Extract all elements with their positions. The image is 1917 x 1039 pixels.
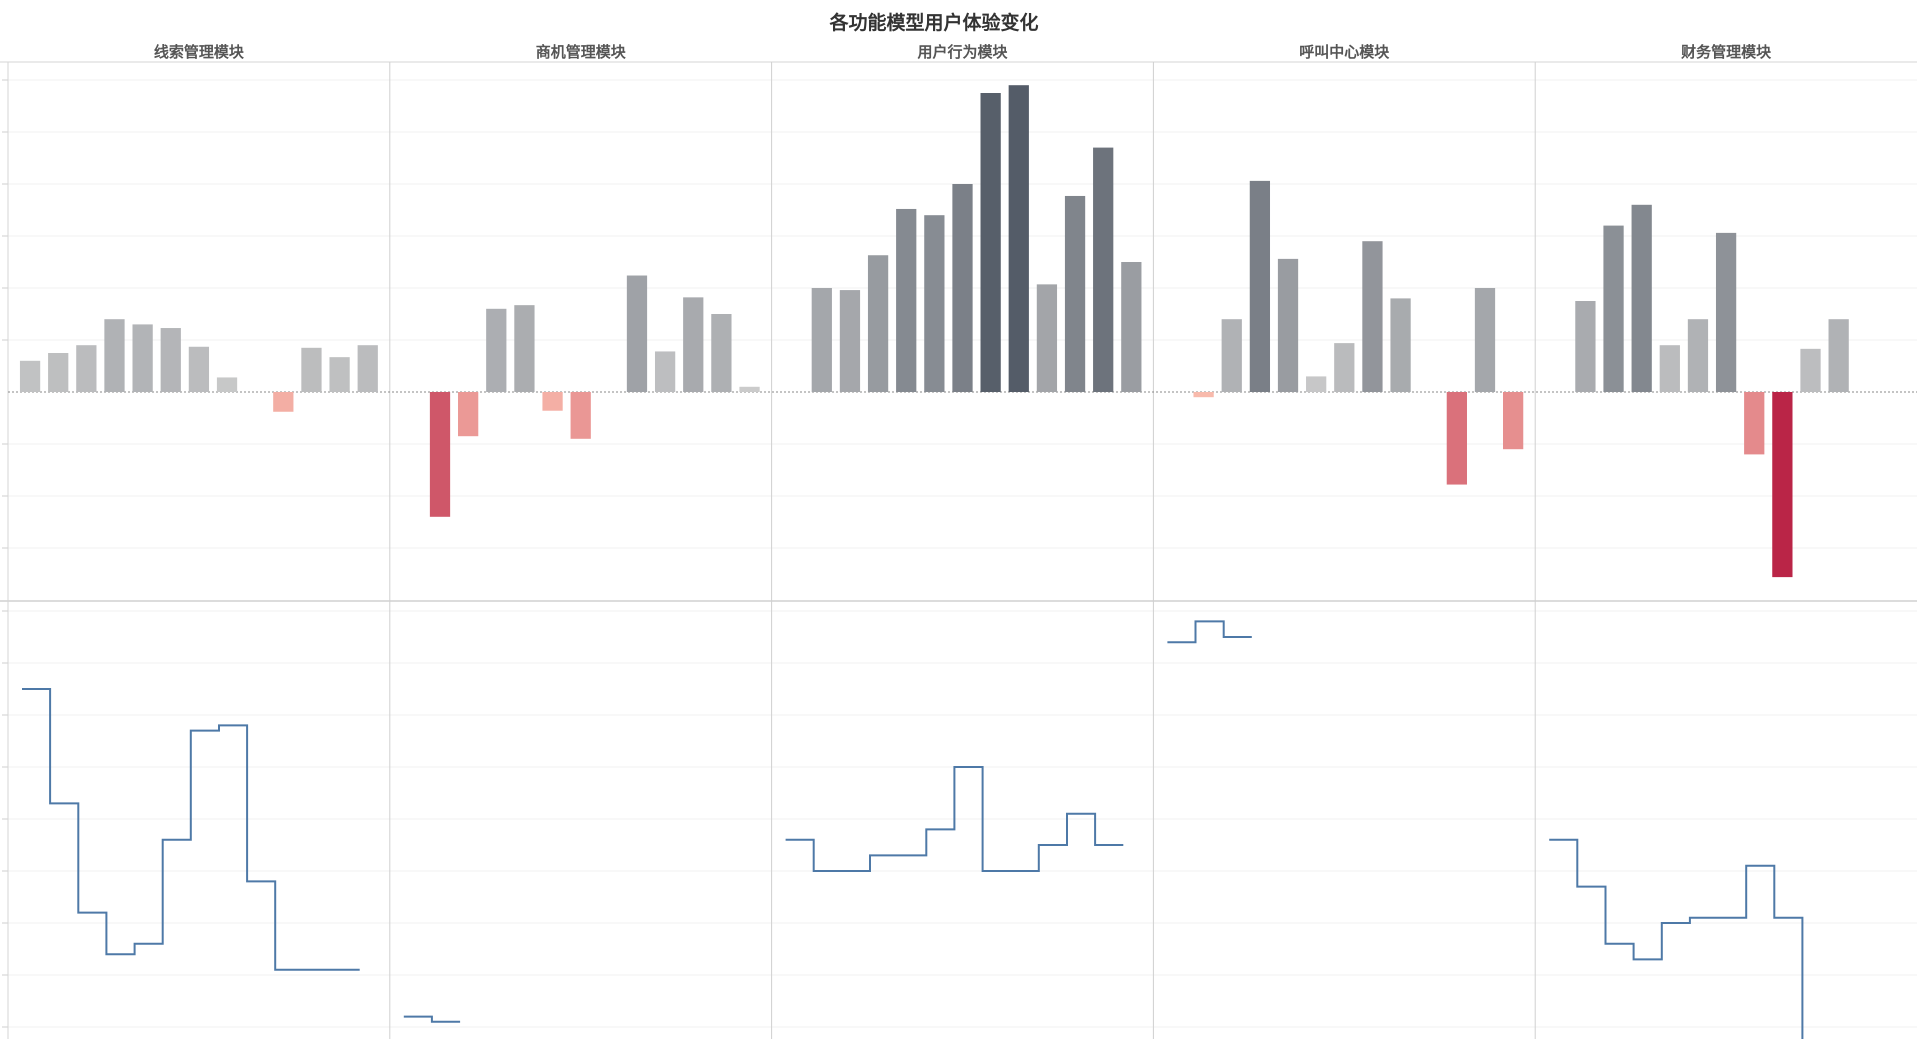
bar [1093,147,1114,392]
panel-2: 商机管理模块 [403,43,760,1023]
bar [952,184,973,392]
bar [1193,392,1214,398]
panel-1: 线索管理模块 [19,43,378,971]
bar [1277,258,1299,392]
bar [486,308,507,392]
bar [1828,319,1849,392]
bar [1306,376,1327,392]
bar [626,275,648,392]
bar [160,328,181,392]
bar [301,347,322,392]
bar [1687,319,1709,392]
bar [1249,180,1271,392]
bar [188,346,210,392]
step-line [785,766,1124,872]
bar [980,93,1001,392]
bar [329,357,350,392]
bar [458,392,479,437]
step-line [1167,620,1252,644]
bar [216,377,238,392]
bar [1221,319,1242,392]
bar [1008,85,1029,392]
bar [76,345,97,392]
bar [867,255,889,392]
bar [104,319,125,392]
bar [1631,204,1652,392]
bar [48,353,69,392]
bar [1121,262,1142,392]
panel-header: 呼叫中心模块 [1299,43,1390,61]
bar [514,305,535,392]
panel-3: 用户行为模块 [785,43,1142,872]
bar [711,314,732,392]
bar [839,290,861,392]
bar [1503,392,1524,450]
bar [1659,345,1680,392]
bar [896,208,917,392]
bar [273,392,294,412]
bar [683,297,704,392]
bar [739,386,760,392]
bar [811,288,832,392]
bar [570,392,591,439]
bar [1334,343,1355,392]
panel-header: 财务管理模块 [1681,43,1772,61]
bar [132,324,153,392]
panel-4: 呼叫中心模块 [1167,43,1524,644]
bar [1715,232,1737,392]
bar [429,392,451,517]
bar [654,351,676,392]
bar [1575,301,1596,392]
bar [1744,392,1765,455]
panel-header: 商机管理模块 [536,43,627,61]
panel-header: 用户行为模块 [917,43,1008,61]
bar [1603,225,1624,392]
bar [357,345,378,392]
step-line [1549,838,1804,1039]
bar [1474,288,1496,392]
bar [1800,348,1821,392]
bar [1390,298,1411,392]
bar [1772,392,1793,578]
bar [542,392,563,411]
step-line [22,688,360,971]
bar [1362,241,1383,392]
panel-5: 财务管理模块 [1549,43,1849,1039]
step-line [403,1015,461,1023]
chart-title: 各功能模型用户体验变化 [829,12,1039,34]
bar [1446,392,1467,485]
bar [924,215,945,392]
bar [1064,195,1086,392]
panel-header: 线索管理模块 [154,43,245,61]
bar [1036,284,1058,392]
bar [19,360,41,392]
